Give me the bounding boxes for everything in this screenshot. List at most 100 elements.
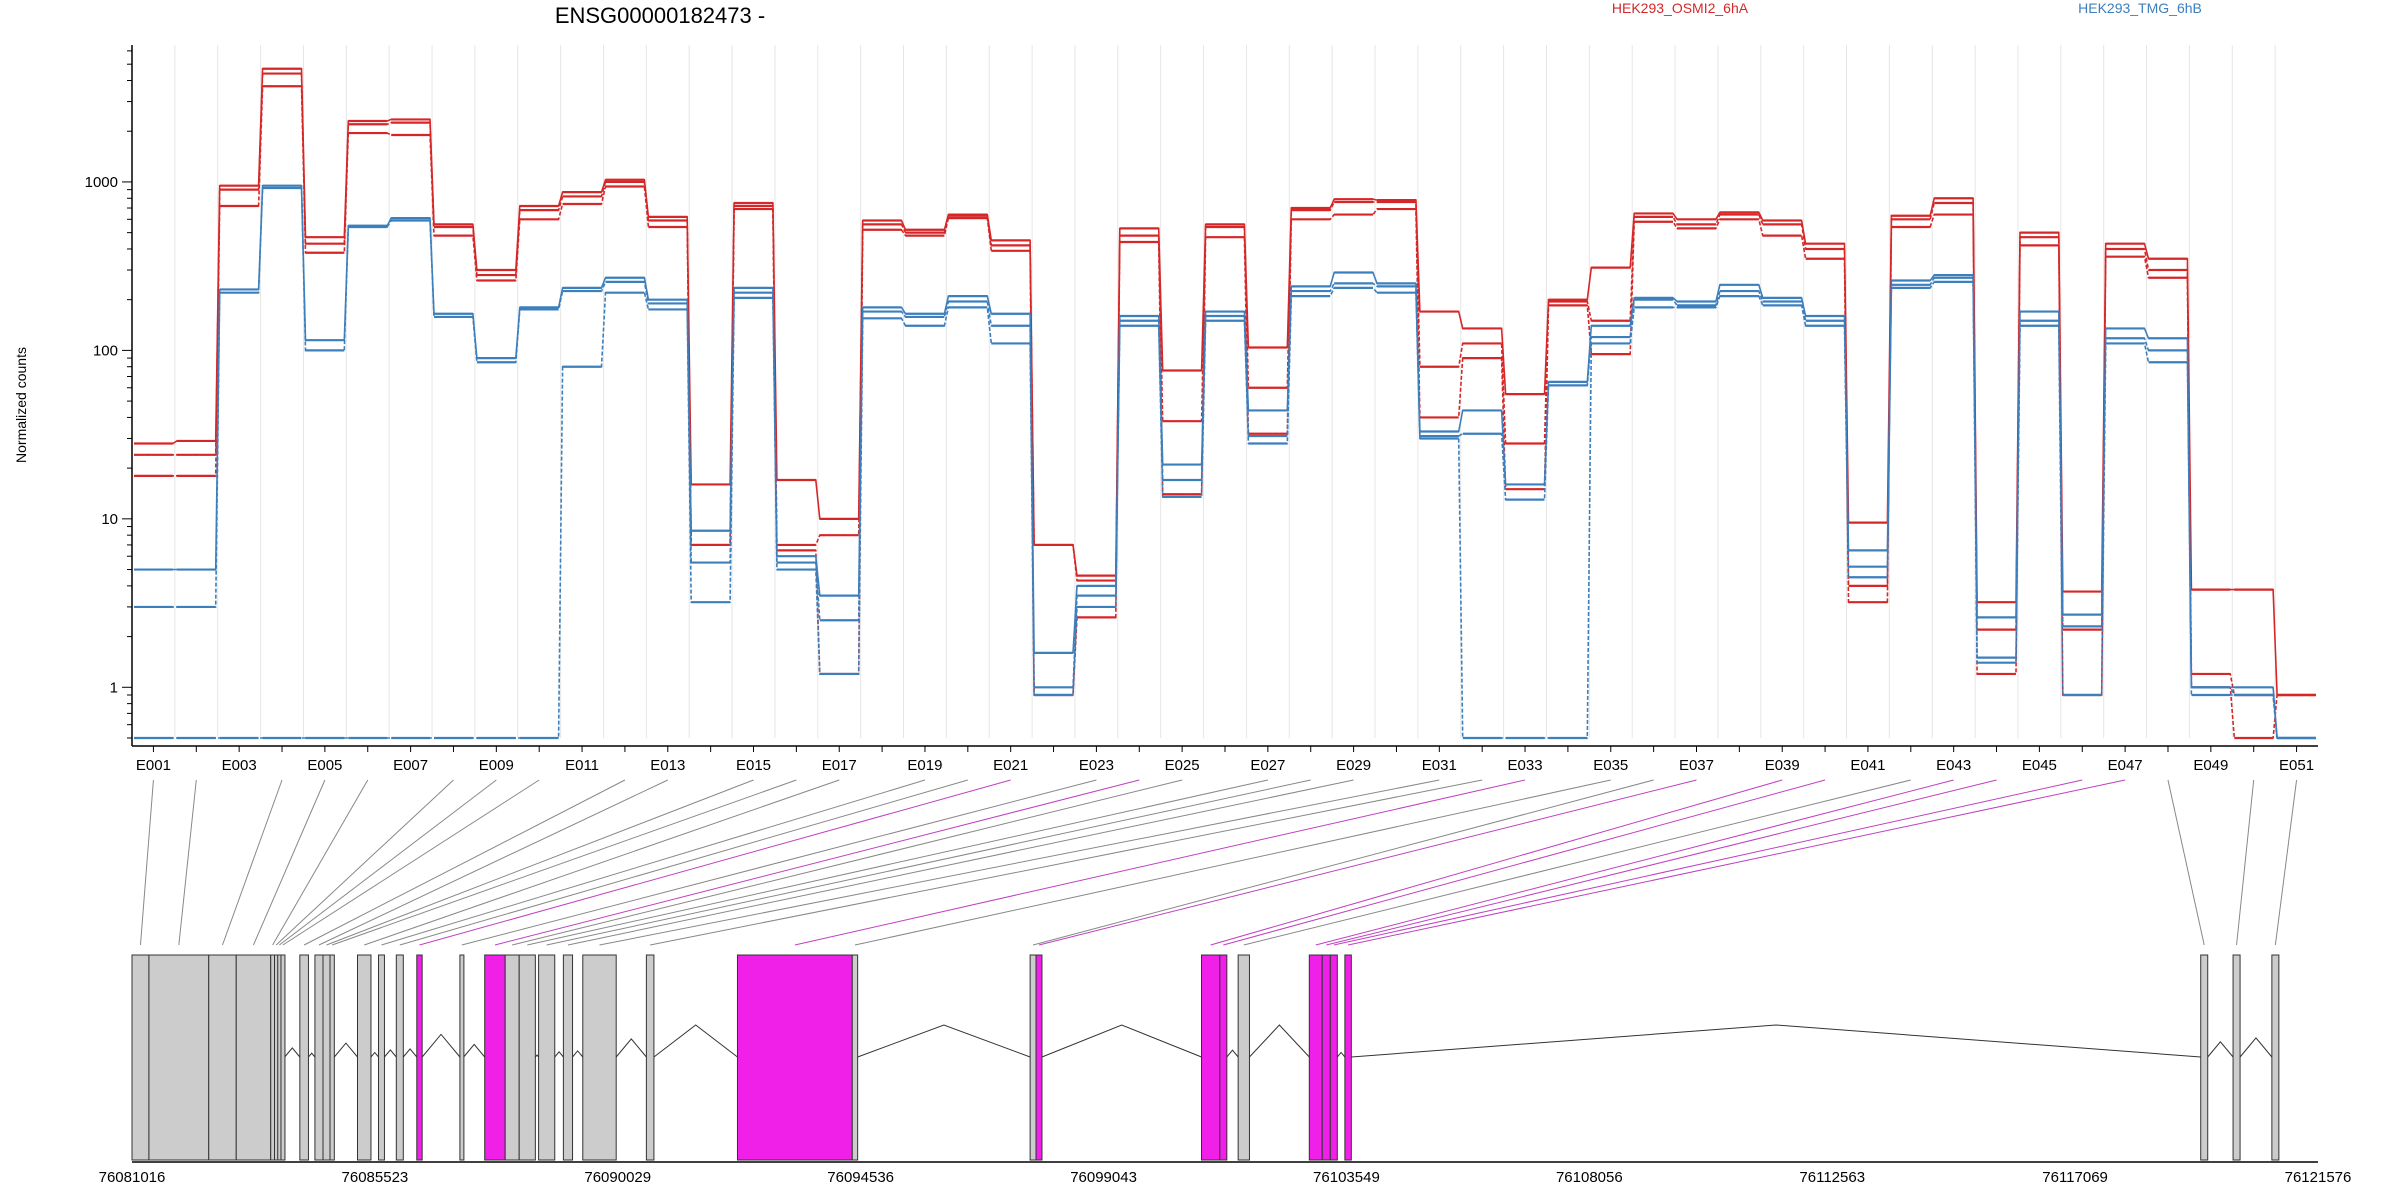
exon-box [518,954,536,1161]
intron-line [534,1054,539,1058]
connector-line [854,779,1611,946]
connector-line [794,779,1526,946]
exon-box [208,954,237,1161]
intron-line [554,1051,564,1058]
connector-line [546,779,1311,946]
x-tick-label: E021 [993,757,1028,774]
exon-box [299,954,309,1161]
x-tick-label: E037 [1679,757,1714,774]
intron-line [402,1048,418,1058]
intron-line [1249,1024,1310,1058]
x-tick-label: E005 [307,757,342,774]
x-tick-label: E029 [1336,757,1371,774]
connector-line [282,779,540,946]
exon-box [851,954,859,1161]
connector-line [2167,779,2205,946]
exon-box [131,954,150,1161]
x-tick-label: E045 [2022,757,2057,774]
connector-line [2274,779,2298,946]
connector-line [139,779,154,946]
x-tick-label: E025 [1165,757,1200,774]
exon-box [322,954,331,1161]
connector-line [1223,779,1826,946]
genomic-tick-label: 76085523 [342,1169,409,1186]
exon-box [1237,954,1250,1161]
x-tick-label: E013 [650,757,685,774]
connector-line [253,779,326,946]
exon-box [645,954,655,1161]
x-tick-label: E027 [1250,757,1285,774]
intron-line [653,1024,738,1058]
connector-line [1032,779,1654,946]
connector-line [2236,779,2255,946]
series-line-3 [134,85,2316,739]
connector-line [364,779,840,946]
intron-line [421,1033,461,1058]
x-tick-label: E041 [1850,757,1885,774]
intron-line [1226,1049,1239,1058]
x-tick-label: E035 [1593,757,1628,774]
intron-line [1041,1024,1202,1058]
exon-box [378,954,385,1161]
intron-line [2239,1037,2273,1058]
series-line-4 [134,184,2316,739]
intron-line [284,1047,301,1058]
exon-box [1029,954,1037,1161]
exon-box [504,954,520,1161]
x-tick-label: E015 [736,757,771,774]
exon-box [1329,954,1338,1161]
y-axis-label: Normalized counts [13,347,29,463]
exon-box [1308,954,1323,1161]
intron-line [308,1052,316,1058]
exon-box [2200,954,2209,1161]
genomic-tick-label: 76103549 [1313,1169,1380,1186]
connector-line [1210,779,1783,946]
connector-line [1038,779,1697,946]
connector-line [494,779,1140,946]
y-tick-label: 1000 [85,174,118,191]
connector-line [650,779,1483,946]
exon-box [1035,954,1043,1161]
exon-connectors [139,779,2298,946]
exon-box [2271,954,2280,1161]
exon-box [235,954,272,1161]
exon-box [314,954,324,1161]
connector-line [1243,779,1911,946]
genomic-tick-label: 76090029 [584,1169,651,1186]
connector-line [303,779,626,946]
x-tick-label: E039 [1765,757,1800,774]
connector-line [419,779,1011,946]
intron-line [1336,1051,1346,1058]
connector-line [599,779,1440,946]
x-tick-label: E047 [2108,757,2143,774]
connector-line [461,779,1097,946]
genomic-tick-label: 76099043 [1070,1169,1137,1186]
intron-line [1351,1024,2201,1058]
connector-line [275,779,454,946]
connector-line [1326,779,1997,946]
gene-model: 76081016 76085523 76090029 76094536 76099043… [99,954,2351,1186]
x-tick-label: E049 [2193,757,2228,774]
x-tick-label: E011 [565,757,599,774]
exon-box [148,954,210,1161]
exon-box [1344,954,1352,1161]
legend-tmg: HEK293_TMG_6hB [2078,0,2202,16]
exon-box [356,954,372,1161]
x-tick-label: E023 [1079,757,1114,774]
exon-box [1219,954,1228,1161]
exon-box [416,954,423,1161]
intron-line [572,1050,584,1058]
x-tick-label: E051 [2279,757,2314,774]
genomic-tick-label: 76094536 [827,1169,894,1186]
series-line-1 [134,67,2316,696]
connector-line [332,779,797,946]
gene-title: ENSG00000182473 - [555,3,765,28]
exon-box [280,954,286,1161]
exon-box [736,954,853,1161]
connector-line [399,779,968,946]
x-tick-label: E031 [1422,757,1457,774]
y-tick-label: 1 [110,679,118,696]
connector-line [1347,779,2126,946]
series-line-6 [134,281,2316,739]
